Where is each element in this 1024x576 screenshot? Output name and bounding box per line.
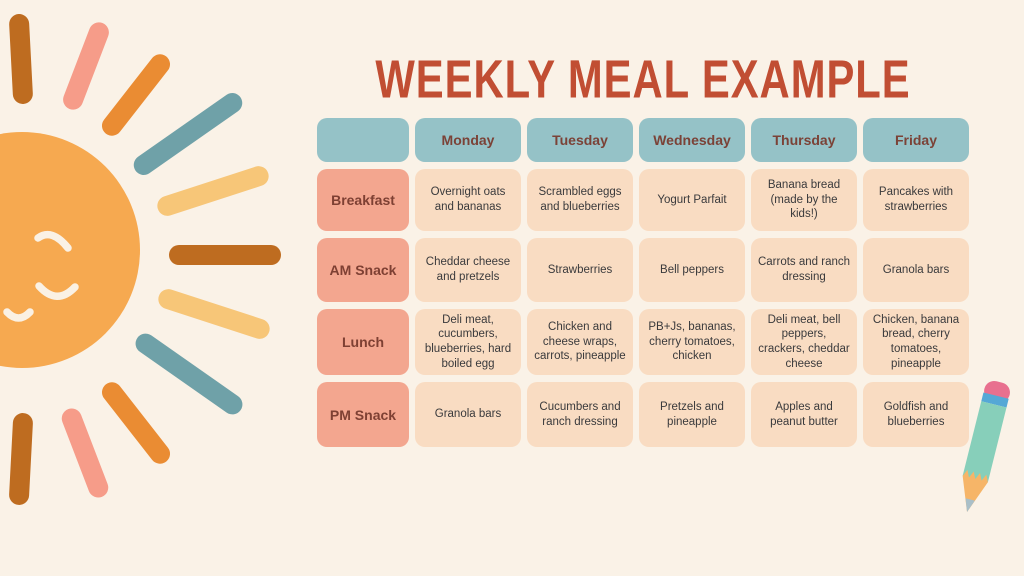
sun-mouth-icon xyxy=(3,308,34,322)
sun-illustration xyxy=(0,0,300,576)
pencil-ferrule xyxy=(981,392,1009,408)
pencil-lead xyxy=(965,498,975,513)
column-header-friday: Friday xyxy=(863,118,969,162)
sun-ray-yellow-lower xyxy=(158,289,270,339)
sun-ray-yellow-upper xyxy=(157,166,269,216)
sun-eye-icon xyxy=(34,230,72,252)
meal-cell-pm-snack-monday: Granola bars xyxy=(415,382,521,447)
meal-table: Monday Tuesday Wednesday Thursday Friday… xyxy=(317,118,969,447)
sun-ray-teal-lower xyxy=(135,333,243,415)
meal-cell-am-snack-wednesday: Bell peppers xyxy=(639,238,745,302)
meal-cell-am-snack-monday: Cheddar cheese and pretzels xyxy=(415,238,521,302)
meal-cell-pm-snack-friday: Goldfish and blueberries xyxy=(863,382,969,447)
row-label-breakfast: Breakfast xyxy=(317,169,409,231)
column-header-tuesday: Tuesday xyxy=(527,118,633,162)
meal-cell-breakfast-thursday: Banana bread (made by the kids!) xyxy=(751,169,857,231)
sun-ray-top-brown xyxy=(9,14,33,104)
meal-cell-am-snack-thursday: Carrots and ranch dressing xyxy=(751,238,857,302)
table-corner-cell xyxy=(317,118,409,162)
sun-svg xyxy=(0,14,281,505)
meal-cell-lunch-friday: Chicken, banana bread, cherry tomatoes, … xyxy=(863,309,969,375)
pencil-svg xyxy=(962,380,1010,513)
column-header-thursday: Thursday xyxy=(751,118,857,162)
sun-ray-orange-upper xyxy=(101,54,171,136)
row-label-am-snack: AM Snack xyxy=(317,238,409,302)
sun-ray-bottom-brown xyxy=(9,413,33,505)
meal-cell-am-snack-friday: Granola bars xyxy=(863,238,969,302)
meal-cell-pm-snack-wednesday: Pretzels and pineapple xyxy=(639,382,745,447)
sun-ray-salmon-lower xyxy=(61,408,109,498)
column-header-monday: Monday xyxy=(415,118,521,162)
meal-cell-breakfast-monday: Overnight oats and bananas xyxy=(415,169,521,231)
meal-cell-lunch-wednesday: PB+Js, bananas, cherry tomatoes, chicken xyxy=(639,309,745,375)
meal-cell-pm-snack-tuesday: Cucumbers and ranch dressing xyxy=(527,382,633,447)
meal-cell-am-snack-tuesday: Strawberries xyxy=(527,238,633,302)
meal-cell-pm-snack-thursday: Apples and peanut butter xyxy=(751,382,857,447)
sun-ray-middle-brown xyxy=(169,245,281,265)
meal-cell-lunch-tuesday: Chicken and cheese wraps, carrots, pinea… xyxy=(527,309,633,375)
meal-cell-breakfast-friday: Pancakes with strawberries xyxy=(863,169,969,231)
pencil-illustration xyxy=(947,374,1019,530)
meal-cell-lunch-monday: Deli meat, cucumbers, blueberries, hard … xyxy=(415,309,521,375)
row-label-lunch: Lunch xyxy=(317,309,409,375)
pencil-body xyxy=(962,401,1007,483)
page-title: WEEKLY MEAL EXAMPLE xyxy=(375,50,911,110)
sun-closed-eye-icon xyxy=(35,282,79,300)
meal-cell-breakfast-wednesday: Yogurt Parfait xyxy=(639,169,745,231)
sun-ray-teal-upper xyxy=(133,93,243,175)
sun-ray-orange-lower xyxy=(101,382,171,464)
column-header-wednesday: Wednesday xyxy=(639,118,745,162)
sun-ray-salmon-upper xyxy=(63,22,109,110)
meal-cell-lunch-thursday: Deli meat, bell peppers, crackers, chedd… xyxy=(751,309,857,375)
meal-cell-breakfast-tuesday: Scrambled eggs and blueberries xyxy=(527,169,633,231)
row-label-pm-snack: PM Snack xyxy=(317,382,409,447)
